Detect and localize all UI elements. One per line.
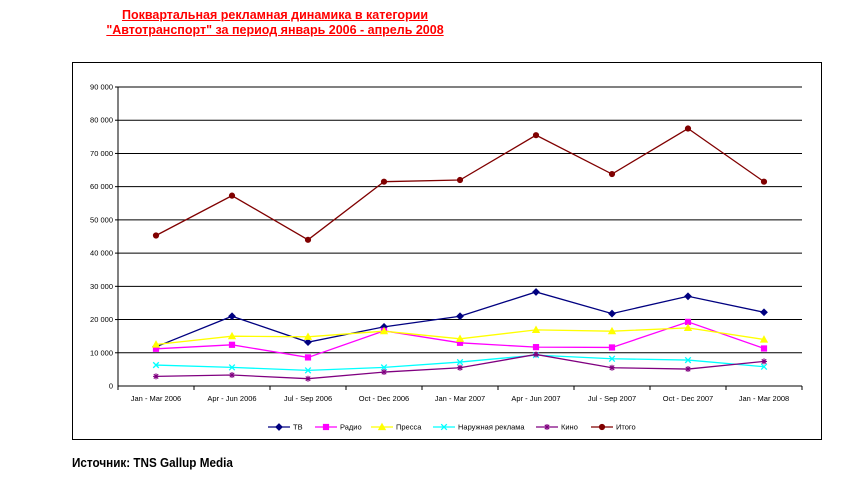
chart-title: Поквартальная рекламная динамика в катег… (40, 8, 510, 38)
x-tick-label: Jul - Sep 2006 (284, 394, 332, 403)
series-line (155, 127, 765, 241)
data-point (456, 312, 464, 321)
legend-label: Наружная реклама (458, 423, 525, 432)
x-tick-label: Apr - Jun 2006 (207, 394, 256, 403)
data-point (303, 332, 313, 340)
data-point (532, 344, 540, 351)
data-point (229, 372, 235, 379)
data-point (760, 345, 768, 352)
x-tick-label: Jan - Mar 2007 (435, 394, 485, 403)
data-point (608, 344, 616, 351)
data-point (152, 232, 160, 239)
data-point (607, 326, 617, 335)
y-tick-label: 30 000 (90, 282, 113, 291)
data-point (684, 125, 692, 132)
data-point (532, 132, 540, 139)
data-point (608, 309, 616, 318)
data-point (380, 364, 388, 371)
x-tick-label: Jan - Mar 2006 (131, 394, 181, 403)
x-tick-label: Apr - Jun 2007 (511, 394, 560, 403)
data-point (304, 338, 312, 347)
data-point (684, 356, 692, 364)
legend-marker (598, 423, 606, 431)
y-tick-label: 60 000 (90, 182, 113, 191)
data-point (685, 366, 691, 373)
data-point (608, 355, 616, 363)
data-point (304, 367, 312, 374)
y-tick-label: 90 000 (90, 83, 113, 92)
data-point (227, 331, 237, 340)
data-point (228, 364, 236, 371)
legend-marker (440, 423, 448, 431)
legend-label: Пресса (396, 423, 422, 432)
x-tick-label: Oct - Dec 2006 (359, 394, 409, 403)
legend-marker (322, 423, 330, 431)
data-point (609, 364, 615, 371)
y-tick-label: 50 000 (90, 215, 113, 224)
data-point (379, 326, 389, 335)
legend-marker (275, 423, 283, 431)
chart-title-line-2: "Автотранспорт" за период январь 2006 - … (106, 23, 444, 37)
source-note: Источник: TNS Gallup Media (72, 455, 233, 470)
data-point (305, 375, 311, 382)
data-point (456, 358, 464, 366)
data-point (153, 373, 159, 380)
data-point (151, 340, 161, 348)
data-point (457, 364, 463, 371)
data-point (760, 363, 768, 370)
data-point (228, 341, 236, 348)
data-point (381, 369, 387, 376)
y-tick-label: 70 000 (90, 149, 113, 158)
y-tick-label: 40 000 (90, 249, 113, 258)
y-tick-label: 0 (109, 382, 113, 391)
legend-label: Итого (616, 423, 636, 432)
chart-frame (72, 62, 822, 440)
data-point (304, 354, 312, 361)
data-point (533, 351, 539, 358)
y-tick-label: 80 000 (90, 116, 113, 125)
legend-label: Кино (561, 423, 578, 432)
x-tick-label: Oct - Dec 2007 (663, 394, 713, 403)
data-point (761, 358, 767, 365)
data-point (304, 236, 312, 243)
chart-title-line-1: Поквартальная рекламная динамика в катег… (121, 8, 429, 22)
y-tick-label: 10 000 (90, 348, 113, 357)
x-tick-label: Jan - Mar 2008 (739, 394, 789, 403)
data-point (531, 325, 541, 333)
data-point (759, 335, 769, 343)
data-point (760, 308, 768, 317)
data-point (455, 334, 465, 342)
legend-marker (377, 422, 387, 431)
data-point (683, 323, 693, 331)
y-tick-label: 20 000 (90, 315, 113, 324)
data-point (684, 292, 692, 301)
data-point (608, 170, 616, 178)
x-tick-label: Jul - Sep 2007 (588, 394, 636, 403)
data-point (532, 288, 540, 296)
data-point (760, 178, 768, 185)
data-point (456, 176, 464, 184)
legend-marker (544, 424, 550, 430)
data-point (228, 192, 236, 199)
data-point (380, 178, 388, 185)
data-point (152, 361, 160, 369)
legend-label: Радио (340, 423, 362, 432)
data-point (228, 312, 236, 321)
legend-label: ТВ (293, 423, 303, 432)
